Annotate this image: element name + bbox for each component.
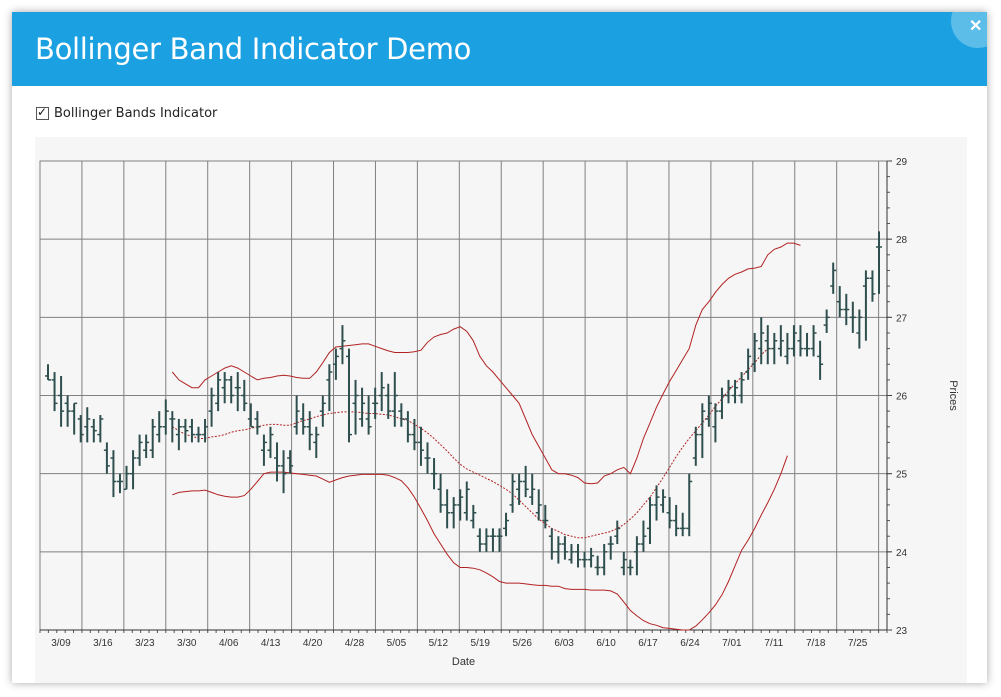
x-tick-label: 3/30 bbox=[177, 638, 197, 649]
x-tick-label: 3/09 bbox=[51, 638, 71, 649]
title-bar: Bollinger Band Indicator Demo ✕ bbox=[12, 12, 987, 86]
x-tick-label: 6/17 bbox=[638, 638, 658, 649]
dialog-window: Bollinger Band Indicator Demo ✕ ✓ Bollin… bbox=[12, 12, 987, 683]
x-tick-label: 6/03 bbox=[554, 638, 574, 649]
y-tick-label: 29 bbox=[896, 157, 908, 168]
x-tick-label: 7/18 bbox=[806, 638, 826, 649]
window-title: Bollinger Band Indicator Demo bbox=[35, 32, 472, 66]
x-tick-label: 4/06 bbox=[219, 638, 239, 649]
y-tick-label: 23 bbox=[896, 626, 908, 637]
bollinger-upper-band bbox=[171, 242, 801, 485]
x-axis-title: Date bbox=[452, 656, 475, 668]
y-tick-label: 28 bbox=[896, 235, 908, 246]
x-tick-label: 4/13 bbox=[261, 638, 281, 649]
x-tick-label: 6/10 bbox=[596, 638, 616, 649]
bollinger-middle-band bbox=[172, 348, 769, 539]
checkmark-icon: ✓ bbox=[37, 104, 48, 119]
y-tick-label: 27 bbox=[896, 313, 908, 324]
y-axis-title: Prices bbox=[947, 380, 959, 411]
x-tick-label: 3/23 bbox=[135, 638, 155, 649]
checkbox-label: Bollinger Bands Indicator bbox=[54, 105, 218, 121]
x-tick-label: 3/16 bbox=[93, 638, 113, 649]
y-tick-label: 26 bbox=[896, 392, 908, 403]
x-tick-label: 7/25 bbox=[848, 638, 868, 649]
bollinger-chart: 23 24 25 26 27 28 29 3/09 3/16 3/23 3/30 4/06 4/13 4/… bbox=[39, 157, 959, 668]
y-tick-label: 25 bbox=[896, 470, 908, 481]
x-tick-label: 7/11 bbox=[764, 638, 783, 649]
x-tick-label: 5/12 bbox=[429, 638, 449, 649]
x-tick-label: 5/26 bbox=[512, 638, 532, 649]
x-tick-label: 7/01 bbox=[722, 638, 742, 649]
x-tick-label: 4/28 bbox=[345, 638, 365, 649]
close-button[interactable]: ✕ bbox=[951, 12, 987, 48]
bollinger-lower-band bbox=[172, 455, 788, 631]
bollinger-checkbox[interactable]: ✓ bbox=[36, 104, 49, 120]
bollinger-toggle[interactable]: ✓ Bollinger Bands Indicator bbox=[36, 104, 217, 122]
x-tick-label: 4/20 bbox=[303, 638, 323, 649]
x-tick-label: 5/19 bbox=[471, 638, 491, 649]
chart-area: 23 24 25 26 27 28 29 3/09 3/16 3/23 3/30 4/06 4/13 4/… bbox=[35, 137, 967, 683]
x-tick-label: 5/05 bbox=[387, 638, 407, 649]
x-tick-label: 6/24 bbox=[680, 638, 700, 649]
y-tick-label: 24 bbox=[896, 548, 908, 559]
close-icon: ✕ bbox=[969, 18, 983, 35]
